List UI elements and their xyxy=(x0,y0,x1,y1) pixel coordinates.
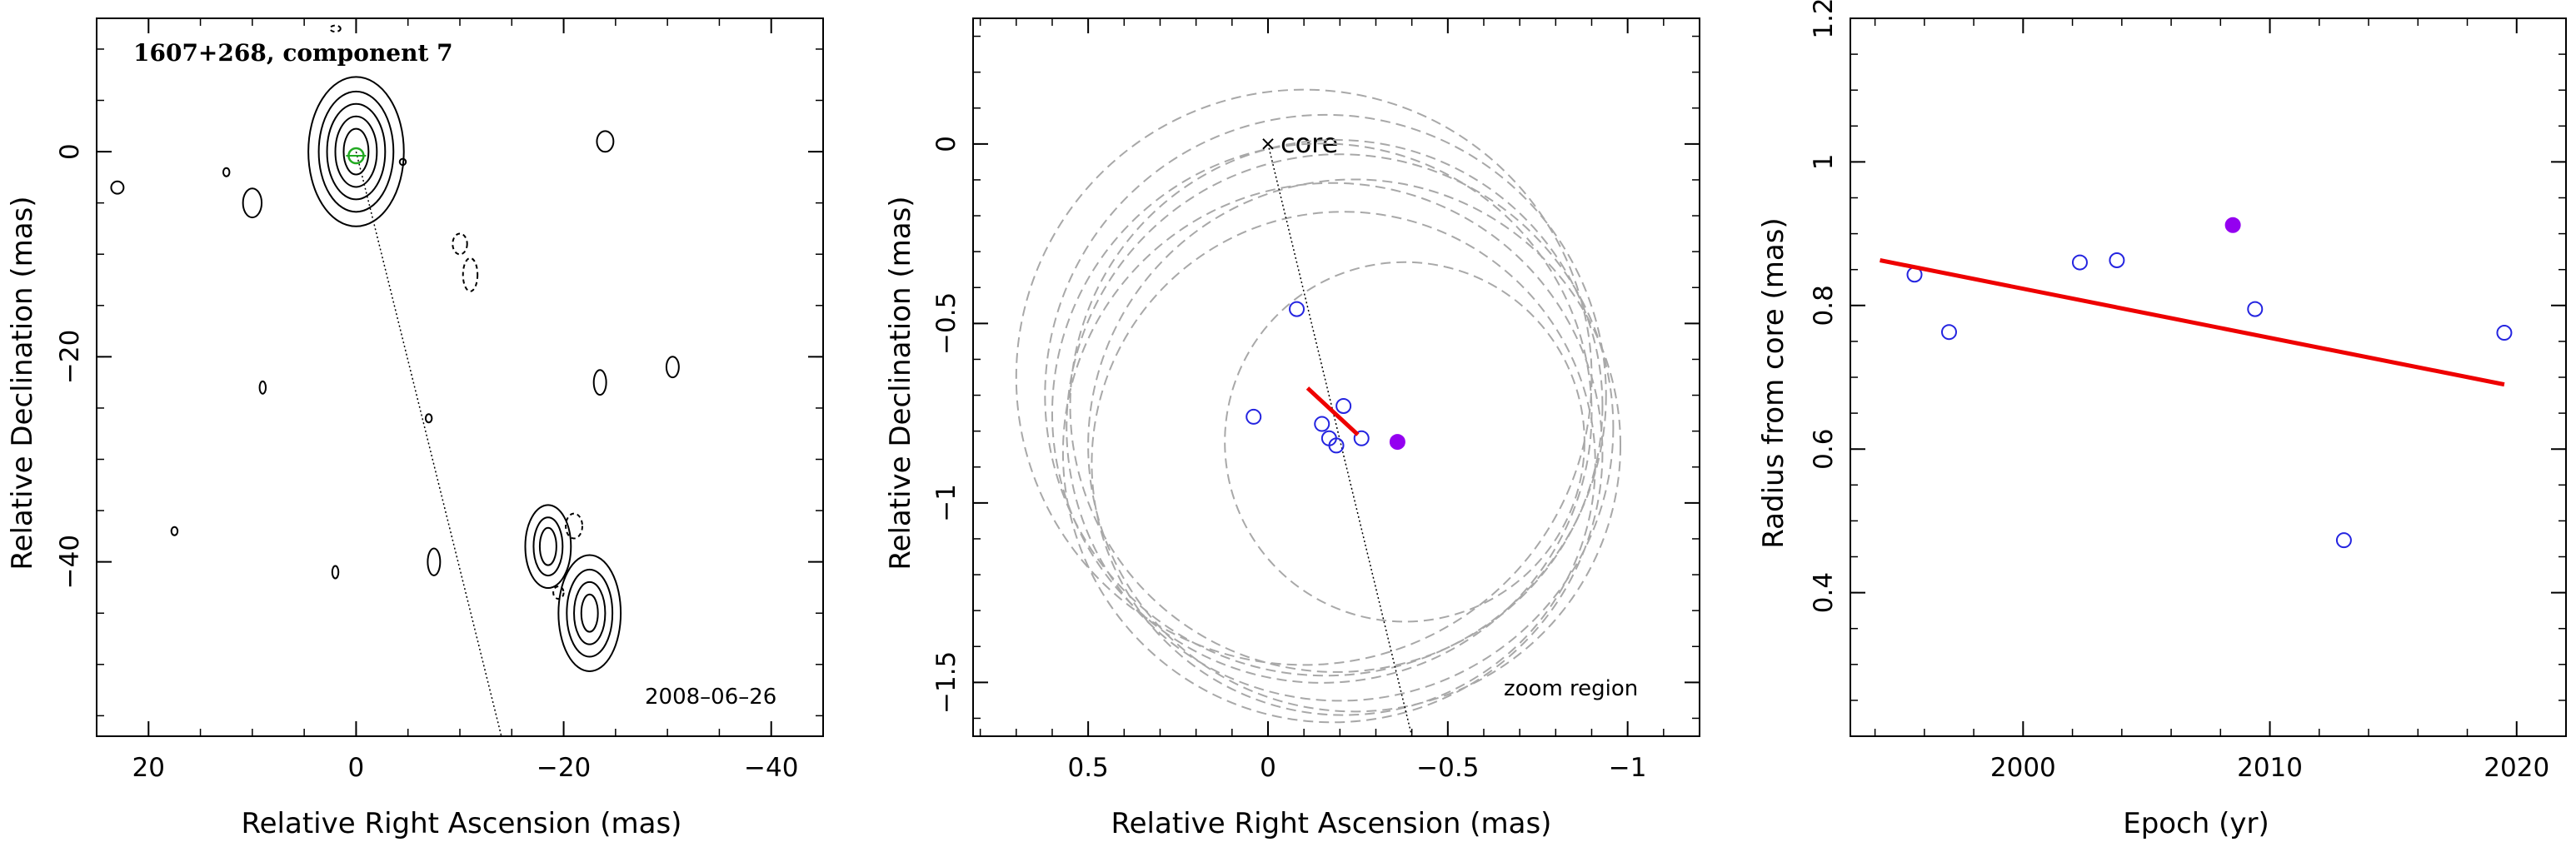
contour-core xyxy=(326,102,387,201)
y-tick-label: 1.2 xyxy=(1809,0,1839,39)
contour-knot-2 xyxy=(573,580,607,645)
contour xyxy=(398,157,407,167)
contour xyxy=(222,167,231,177)
x-tick-label: −20 xyxy=(537,753,591,783)
x-tick-label: 2020 xyxy=(2484,753,2549,783)
contour-core xyxy=(342,127,370,176)
y-tick-label: 0 xyxy=(55,143,85,160)
y-axis-label: Radius from core (mas) xyxy=(1757,217,1790,548)
y-tick-label: 0 xyxy=(931,136,961,152)
position-point xyxy=(1335,397,1352,414)
contour xyxy=(242,187,263,219)
x-tick-label: 2010 xyxy=(2237,753,2303,783)
component-size-circle xyxy=(1069,139,1604,673)
y-tick-label: 0.8 xyxy=(1809,285,1839,326)
radius-point xyxy=(1940,324,1957,341)
position-point xyxy=(1314,416,1330,432)
radius-point xyxy=(2496,325,2513,341)
contour-knot-2 xyxy=(566,568,614,658)
y-tick-label: 1 xyxy=(1809,154,1839,171)
x-tick-label: 0 xyxy=(1260,753,1276,783)
y-axis-label: Relative Declination (mas) xyxy=(884,196,917,570)
component-size-circle xyxy=(1015,88,1593,666)
contour xyxy=(331,565,340,580)
component-size-circle xyxy=(1066,153,1615,702)
contour-core xyxy=(317,90,395,213)
position-point xyxy=(1328,437,1345,454)
panel-radius-vs-epoch: Epoch (yr) Radius from core (mas) 2000 20… xyxy=(1757,0,2567,840)
fit-line xyxy=(1305,386,1360,436)
negative-contour xyxy=(329,24,342,33)
radius-point xyxy=(2109,252,2125,268)
panel-contour-map: 1607+268, component 7 2008–06–26 Relativ… xyxy=(6,17,824,840)
component-size-circle xyxy=(1224,261,1585,623)
contour xyxy=(424,413,433,424)
contour xyxy=(427,547,442,576)
y-tick-label: −40 xyxy=(55,535,85,589)
map-title: 1607+268, component 7 xyxy=(133,39,453,67)
component-size-circle xyxy=(1051,142,1593,684)
contour-core xyxy=(334,115,378,188)
x-tick-label: −40 xyxy=(744,753,798,783)
contour-knot-1 xyxy=(524,504,572,590)
x-tick-label: 20 xyxy=(132,753,165,783)
y-tick-label: 0.4 xyxy=(1809,572,1839,613)
contour xyxy=(596,130,615,153)
plot-frame xyxy=(972,17,1700,737)
y-tick-label: 0.6 xyxy=(1809,429,1839,470)
fit-line xyxy=(1880,258,2505,387)
contour xyxy=(665,356,680,379)
y-tick-label: −20 xyxy=(55,330,85,384)
contour-knot-1 xyxy=(532,516,564,577)
radius-point xyxy=(2071,254,2088,271)
x-tick-label: −1 xyxy=(1609,753,1647,783)
y-tick-label: −1 xyxy=(931,484,961,522)
y-tick-label: −1.5 xyxy=(931,651,961,714)
y-tick-label: −0.5 xyxy=(931,292,961,355)
component-size-circle xyxy=(1061,182,1604,724)
x-tick-label: 0.5 xyxy=(1067,753,1108,783)
x-axis-label: Relative Right Ascension (mas) xyxy=(1111,807,1552,840)
zoom-circles xyxy=(1015,88,1622,724)
contour xyxy=(258,380,267,395)
contour xyxy=(110,180,125,195)
jet-axis-line xyxy=(355,151,502,737)
contour-knot-2 xyxy=(557,554,622,672)
epoch-label: 2008–06–26 xyxy=(645,685,776,710)
core-marker xyxy=(1262,138,1274,150)
x-axis-label: Epoch (yr) xyxy=(2123,807,2269,840)
position-point xyxy=(1289,301,1305,317)
current-epoch-point xyxy=(1389,434,1405,451)
position-point xyxy=(1353,430,1370,446)
radius-point xyxy=(2335,532,2352,549)
negative-contour xyxy=(565,512,583,540)
contour xyxy=(170,526,179,536)
negative-contour xyxy=(462,257,479,292)
current-epoch-point xyxy=(2224,217,2241,233)
zoom-region-label: zoom region xyxy=(1504,676,1638,701)
negative-contour xyxy=(452,232,468,256)
y-axis-label: Relative Declination (mas) xyxy=(6,196,39,570)
x-axis-label: Relative Right Ascension (mas) xyxy=(242,807,682,840)
contour-knot-1 xyxy=(538,526,557,566)
component-size-circle xyxy=(1091,211,1596,716)
radius-point xyxy=(2247,301,2264,317)
component-size-circle xyxy=(1044,113,1607,677)
component-size-circle xyxy=(1087,178,1622,713)
contour xyxy=(592,369,607,396)
position-point xyxy=(1246,408,1262,425)
plot-frame xyxy=(96,17,824,737)
x-tick-label: 0 xyxy=(348,753,365,783)
x-tick-label: 2000 xyxy=(1990,753,2056,783)
contour-core xyxy=(307,76,405,227)
negative-contour xyxy=(552,585,565,600)
contour-knot-2 xyxy=(580,593,599,633)
panel-zoom-region: core zoom region Relative Right Ascensio… xyxy=(884,17,1700,840)
x-tick-label: −0.5 xyxy=(1416,753,1479,783)
